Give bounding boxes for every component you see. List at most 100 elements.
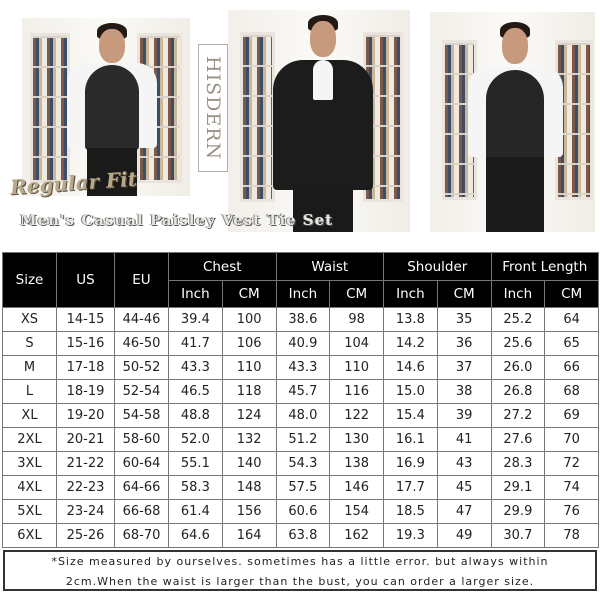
table-cell: 140 xyxy=(221,451,277,476)
table-row: L 18-19 52-54 46.5 118 45.7 116 15.0 38 26.8 68 xyxy=(2,379,600,404)
table-cell: 49 xyxy=(436,523,492,548)
header-waist: Waist xyxy=(275,252,384,281)
table-cell: L xyxy=(2,379,57,404)
table-cell: 5XL xyxy=(2,499,57,524)
table-cell: 58.3 xyxy=(168,475,223,500)
table-cell: 70 xyxy=(544,427,600,452)
table-cell: 65 xyxy=(544,331,600,356)
table-cell: 37 xyxy=(436,355,492,380)
table-cell: 28.3 xyxy=(490,451,546,476)
table-cell: 14.2 xyxy=(383,331,438,356)
table-cell: 4XL xyxy=(2,475,57,500)
header-unit: CM xyxy=(329,280,384,308)
table-cell: 47 xyxy=(436,499,492,524)
table-row: 2XL 20-21 58-60 52.0 132 51.2 130 16.1 41 27.6 70 xyxy=(2,427,600,452)
table-row: XL 19-20 54-58 48.8 124 48.0 122 15.4 39 27.2 69 xyxy=(2,403,600,428)
table-cell: 162 xyxy=(329,523,384,548)
brand-logo: HISDERN xyxy=(198,44,228,172)
product-photo-vest-wine xyxy=(430,12,595,232)
header-chest: Chest xyxy=(168,252,277,281)
table-cell: 54.3 xyxy=(275,451,331,476)
table-cell: 76 xyxy=(544,499,600,524)
table-cell: 14-15 xyxy=(56,307,115,332)
table-cell: 26.0 xyxy=(490,355,546,380)
table-cell: 45 xyxy=(436,475,492,500)
table-cell: 74 xyxy=(544,475,600,500)
table-cell: 17-18 xyxy=(56,355,115,380)
table-row: S 15-16 46-50 41.7 106 40.9 104 14.2 36 25.6 65 xyxy=(2,331,600,356)
table-cell: 110 xyxy=(329,355,384,380)
header-unit: CM xyxy=(221,280,277,308)
table-cell: 19.3 xyxy=(383,523,438,548)
table-cell: 52.0 xyxy=(168,427,223,452)
table-cell: 13.8 xyxy=(383,307,438,332)
header-unit: CM xyxy=(544,280,600,308)
table-cell: M xyxy=(2,355,57,380)
table-cell: 57.5 xyxy=(275,475,331,500)
table-cell: 16.1 xyxy=(383,427,438,452)
table-cell: 43 xyxy=(436,451,492,476)
table-cell: 66-68 xyxy=(114,499,169,524)
table-cell: 61.4 xyxy=(168,499,223,524)
table-cell: 39.4 xyxy=(168,307,223,332)
table-cell: 138 xyxy=(329,451,384,476)
table-row: 5XL 23-24 66-68 61.4 156 60.6 154 18.5 47 29.9 76 xyxy=(2,499,600,524)
table-cell: 16.9 xyxy=(383,451,438,476)
table-cell: 27.2 xyxy=(490,403,546,428)
table-cell: 156 xyxy=(221,499,277,524)
table-cell: 118 xyxy=(221,379,277,404)
header-eu: EU xyxy=(114,252,169,308)
table-cell: 106 xyxy=(221,331,277,356)
table-cell: 48.0 xyxy=(275,403,331,428)
product-photo-suit xyxy=(228,10,410,232)
table-cell: 104 xyxy=(329,331,384,356)
table-cell: 29.9 xyxy=(490,499,546,524)
table-cell: 124 xyxy=(221,403,277,428)
table-cell: 35 xyxy=(436,307,492,332)
table-cell: 25-26 xyxy=(56,523,115,548)
header-front-length: Front Length xyxy=(490,252,600,281)
table-cell: 58-60 xyxy=(114,427,169,452)
table-cell: 18-19 xyxy=(56,379,115,404)
table-cell: 52-54 xyxy=(114,379,169,404)
table-cell: 110 xyxy=(221,355,277,380)
header-size: Size xyxy=(2,252,57,308)
table-cell: 21-22 xyxy=(56,451,115,476)
table-cell: 25.6 xyxy=(490,331,546,356)
header-us: US xyxy=(56,252,115,308)
table-cell: 154 xyxy=(329,499,384,524)
note-line-1: *Size measured by ourselves. sometimes h… xyxy=(51,555,549,568)
table-cell: 41.7 xyxy=(168,331,223,356)
header-unit: Inch xyxy=(490,280,546,308)
product-photo-vest-front xyxy=(22,18,190,196)
table-cell: 50-52 xyxy=(114,355,169,380)
table-cell: 63.8 xyxy=(275,523,331,548)
table-cell: 43.3 xyxy=(168,355,223,380)
table-cell: 68-70 xyxy=(114,523,169,548)
table-row: M 17-18 50-52 43.3 110 43.3 110 14.6 37 26.0 66 xyxy=(2,355,600,380)
table-cell: 116 xyxy=(329,379,384,404)
table-row: XS 14-15 44-46 39.4 100 38.6 98 13.8 35 25.2 64 xyxy=(2,307,600,332)
table-cell: 78 xyxy=(544,523,600,548)
table-cell: 48.8 xyxy=(168,403,223,428)
table-cell: 44-46 xyxy=(114,307,169,332)
table-cell: 36 xyxy=(436,331,492,356)
table-cell: 23-24 xyxy=(56,499,115,524)
table-cell: 3XL xyxy=(2,451,57,476)
table-cell: 66 xyxy=(544,355,600,380)
table-cell: 19-20 xyxy=(56,403,115,428)
table-cell: 45.7 xyxy=(275,379,331,404)
table-cell: 38 xyxy=(436,379,492,404)
table-cell: 41 xyxy=(436,427,492,452)
table-cell: 64 xyxy=(544,307,600,332)
table-cell: 60.6 xyxy=(275,499,331,524)
size-chart-table: Size US EU Chest Waist Shoulder Front Le… xyxy=(2,252,600,548)
table-cell: 148 xyxy=(221,475,277,500)
table-cell: 15.4 xyxy=(383,403,438,428)
header-unit: Inch xyxy=(275,280,331,308)
table-cell: 20-21 xyxy=(56,427,115,452)
table-cell: 146 xyxy=(329,475,384,500)
table-cell: 55.1 xyxy=(168,451,223,476)
table-cell: 68 xyxy=(544,379,600,404)
table-row: 4XL 22-23 64-66 58.3 148 57.5 146 17.7 45 29.1 74 xyxy=(2,475,600,500)
